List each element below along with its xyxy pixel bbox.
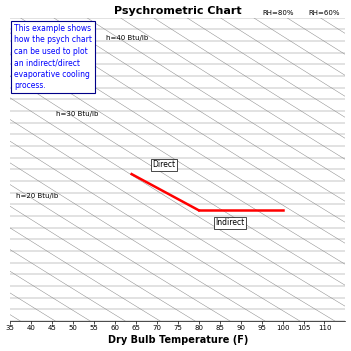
X-axis label: Dry Bulb Temperature (F): Dry Bulb Temperature (F) [107, 336, 248, 345]
Text: Direct: Direct [153, 160, 176, 170]
Text: This example shows
how the psych chart
can be used to plot
an indirect/direct
ev: This example shows how the psych chart c… [14, 24, 92, 90]
Text: RH=80%: RH=80% [263, 10, 294, 16]
Text: h=30 Btu/lb: h=30 Btu/lb [56, 111, 99, 117]
Text: RH=60%: RH=60% [309, 10, 340, 16]
Text: h=40 Btu/lb: h=40 Btu/lb [106, 35, 149, 41]
Text: Indirect: Indirect [216, 218, 245, 227]
Title: Psychrometric Chart: Psychrometric Chart [114, 6, 241, 15]
Text: h=20 Btu/lb: h=20 Btu/lb [16, 193, 59, 199]
